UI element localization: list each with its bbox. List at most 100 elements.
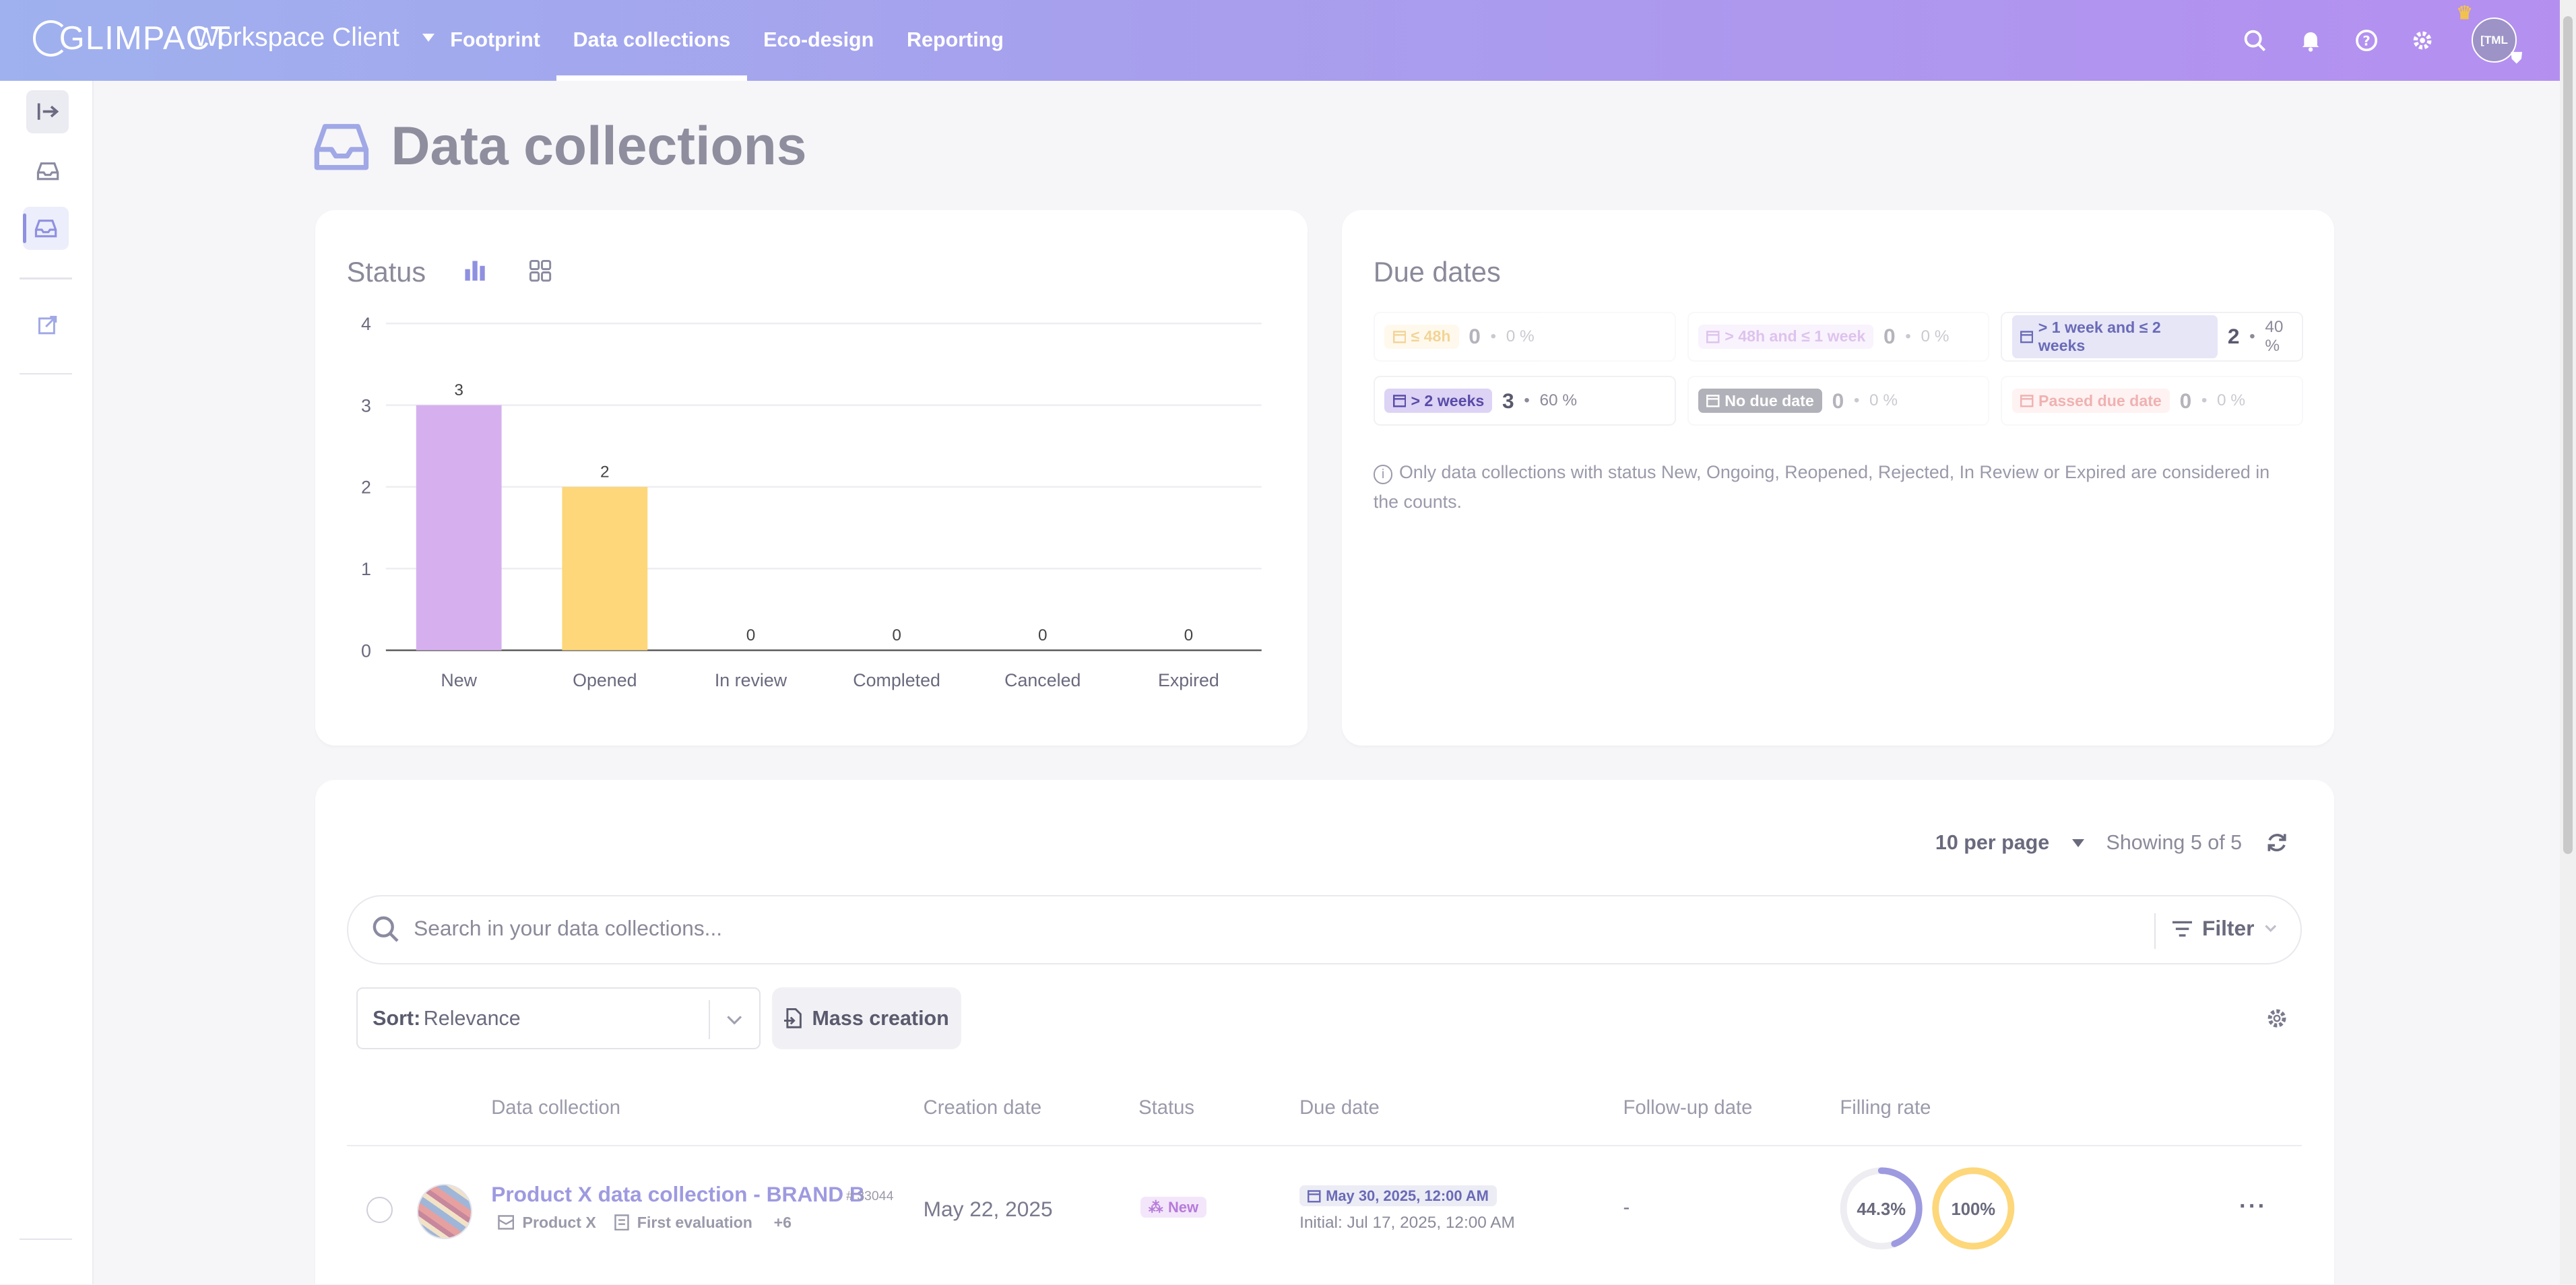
shield-icon: ⛊ [2511, 48, 2522, 66]
per-page-label: 10 per page [1935, 831, 2050, 855]
grid-view-icon[interactable] [524, 255, 557, 288]
page-scrollbar[interactable] [2559, 0, 2576, 1285]
top-bar: GLIMPACT Workspace Client Footprint Data… [0, 0, 2576, 81]
x-tick-label: New [441, 670, 478, 690]
scrollbar-thumb[interactable] [2563, 16, 2573, 855]
search-input[interactable] [410, 914, 2060, 943]
main-nav: Footprint Data collections Eco-design Re… [434, 0, 1020, 81]
data-collection-id: # 33044 [845, 1189, 894, 1204]
due-date-count: 0 [2179, 388, 2192, 413]
crown-icon: ♛ [2456, 2, 2473, 23]
nav-eco-design[interactable]: Eco-design [763, 28, 874, 52]
due-date-chip: > 2 weeks [1384, 388, 1493, 414]
column-header-due-date[interactable]: Due date [1299, 1097, 1380, 1119]
filter-button[interactable]: Filter [2172, 916, 2277, 941]
due-date-percent: 0 % [1506, 327, 1535, 345]
product-icon [498, 1215, 515, 1230]
evaluation-icon [614, 1214, 629, 1231]
mass-creation-label: Mass creation [812, 1006, 949, 1030]
due-date-bucket[interactable]: ≤ 48h 0 • 0 % [1373, 312, 1676, 362]
due-date-percent: 0 % [1869, 391, 1898, 410]
logo[interactable]: GLIMPACT [32, 20, 231, 57]
info-icon: i [1373, 465, 1393, 484]
y-tick-label: 0 [361, 641, 371, 661]
row-checkbox[interactable] [366, 1197, 393, 1224]
status-card: Status 0 1 2 3 4 3 New 2 Opened 0 In review 0 Comple… [315, 210, 1308, 746]
column-header-filling-rate[interactable]: Filling rate [1840, 1097, 1931, 1119]
avatar[interactable]: ♛ [TML ⛊ [2456, 3, 2522, 66]
due-date-chip-label: > 2 weeks [1411, 391, 1485, 409]
separator-dot: • [1524, 391, 1530, 410]
top-actions: ? ♛ [TML ⛊ [2241, 0, 2522, 81]
calendar-icon [2020, 331, 2034, 343]
calendar-icon [1706, 395, 1720, 407]
table-row[interactable]: Product X data collection - BRAND B # 33… [346, 1144, 2302, 1271]
inbox-icon[interactable] [26, 150, 69, 192]
filter-icon [2172, 921, 2193, 937]
collapse-toggle-icon[interactable] [26, 90, 69, 133]
initial-due-date: Initial: Jul 17, 2025, 12:00 AM [1299, 1213, 1515, 1232]
due-date-chip-label: No due date [1725, 391, 1814, 409]
due-date-bucket[interactable]: > 1 week and ≤ 2 weeks 2 • 40 % [2001, 312, 2304, 362]
due-date-bucket[interactable]: Passed due date 0 • 0 % [2001, 376, 2304, 426]
due-dates-note: i Only data collections with status New, … [1373, 458, 2294, 517]
due-date-chip-label: Passed due date [2038, 391, 2162, 409]
search-bar: Filter [346, 895, 2302, 964]
due-date-count: 3 [1502, 388, 1514, 413]
nav-reporting[interactable]: Reporting [907, 28, 1004, 52]
file-import-icon [784, 1008, 802, 1028]
filling-rate-arc [1931, 1167, 2014, 1250]
column-header-follow-up-date[interactable]: Follow-up date [1623, 1097, 1753, 1119]
due-date-bucket[interactable]: > 48h and ≤ 1 week 0 • 0 % [1687, 312, 1990, 362]
row-more-tags[interactable]: +6 [773, 1213, 792, 1231]
x-tick-label: Canceled [1004, 670, 1081, 690]
due-date-text: May 30, 2025, 12:00 AM [1326, 1187, 1489, 1204]
column-header-status[interactable]: Status [1138, 1097, 1194, 1119]
bar-chart-view-icon[interactable] [458, 255, 491, 288]
data-collection-name[interactable]: Product X data collection - BRAND B [491, 1182, 865, 1207]
filter-label: Filter [2201, 916, 2255, 941]
mass-creation-button[interactable]: Mass creation [772, 987, 961, 1050]
calendar-icon [2020, 395, 2034, 407]
row-creation-date: May 22, 2025 [923, 1197, 1053, 1222]
y-tick-label: 1 [361, 559, 371, 579]
sparkle-icon: ⁂ [1148, 1198, 1163, 1216]
product-thumbnail [417, 1183, 473, 1239]
status-bar-chart: 0 1 2 3 4 3 New 2 Opened 0 In review 0 Completed 0 Can… [361, 314, 1262, 690]
due-date-chip: > 1 week and ≤ 2 weeks [2012, 315, 2218, 358]
help-icon[interactable]: ? [2353, 27, 2379, 53]
more-options-icon[interactable]: ··· [2239, 1193, 2267, 1220]
table-settings-icon[interactable] [2265, 1007, 2288, 1030]
rail-divider [20, 277, 73, 279]
workspace-name: Workspace Client [193, 23, 399, 53]
bar-value-label: 0 [1184, 626, 1194, 645]
due-date-bucket[interactable]: No due date 0 • 0 % [1687, 376, 1990, 426]
per-page-selector[interactable]: 10 per page [1935, 831, 2085, 855]
external-link-icon[interactable] [26, 304, 69, 346]
chevron-down-icon [2265, 924, 2277, 932]
refresh-icon[interactable] [2265, 831, 2288, 854]
due-date-chip: > 48h and ≤ 1 week [1698, 324, 1874, 350]
y-tick-label: 3 [361, 396, 371, 416]
due-date-percent: 40 % [2265, 317, 2284, 355]
due-date-percent: 0 % [1921, 327, 1950, 345]
data-collections-nav-icon[interactable] [23, 207, 69, 250]
gear-icon[interactable] [2409, 27, 2435, 53]
due-date-chip-label: > 1 week and ≤ 2 weeks [2038, 318, 2161, 354]
sort-select[interactable]: Sort: Relevance [356, 987, 761, 1050]
due-date-bucket[interactable]: > 2 weeks 3 • 60 % [1373, 376, 1676, 426]
workspace-selector[interactable]: Workspace Client [194, 23, 434, 53]
row-product: Product X [522, 1213, 596, 1231]
filling-rate-arc [1840, 1167, 1923, 1250]
separator-dot: • [1905, 327, 1911, 345]
filling-rate-value: 44.3% [1857, 1200, 1906, 1219]
nav-footprint[interactable]: Footprint [450, 28, 540, 52]
column-header-data-collection[interactable]: Data collection [491, 1097, 621, 1119]
search-icon[interactable] [2241, 27, 2267, 53]
follow-up-date: - [1623, 1197, 1630, 1219]
column-header-creation-date[interactable]: Creation date [923, 1097, 1042, 1119]
search-icon [373, 916, 399, 942]
y-tick-label: 4 [361, 314, 371, 334]
nav-data-collections[interactable]: Data collections [556, 0, 747, 81]
bell-icon[interactable] [2297, 27, 2323, 53]
